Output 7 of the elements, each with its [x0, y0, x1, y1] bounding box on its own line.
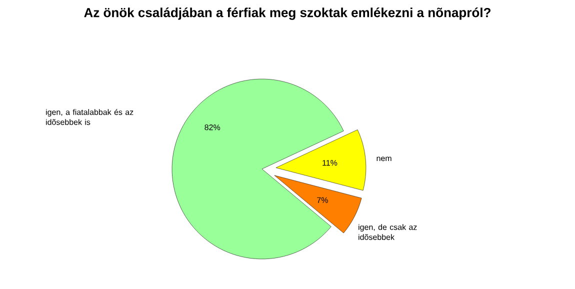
data-label: 82% — [204, 124, 220, 130]
slice-label: igen, a fiatalabbak és az idõsebbek is — [46, 108, 134, 125]
data-label: 11% — [322, 160, 338, 166]
slice-label: nem — [376, 156, 392, 162]
data-label: 7% — [317, 197, 328, 203]
slice-label: igen, de csak az idõsebbek — [358, 224, 417, 240]
chart-title: Az önök családjában a férfiak meg szoktak emlékezni a nõnapról? — [84, 8, 490, 20]
